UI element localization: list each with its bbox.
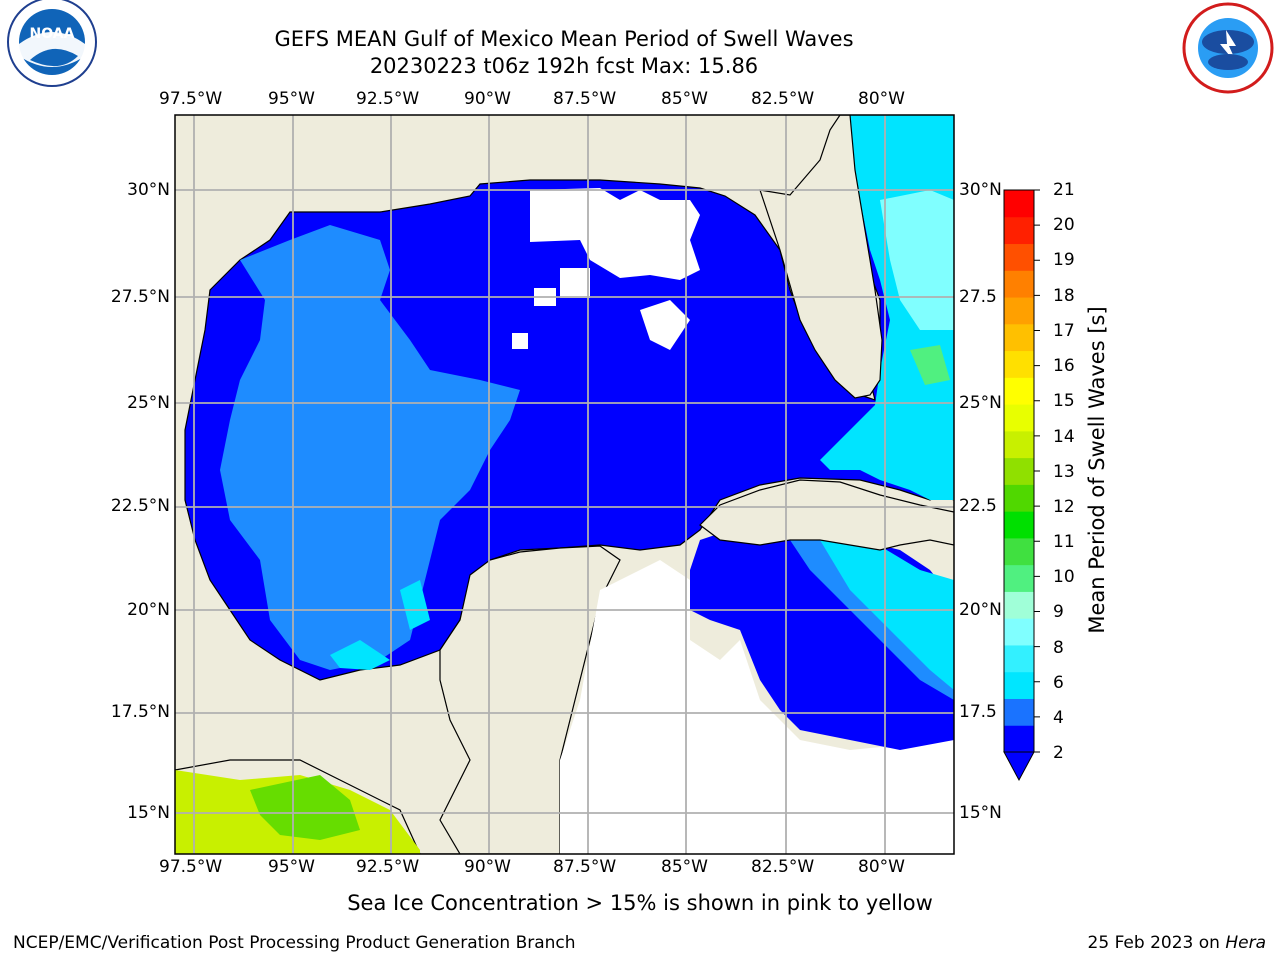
lat-tick-left: 22.5°N: [110, 496, 170, 516]
colorbar-swatch: [1004, 537, 1034, 566]
sea-ice-note: Sea Ice Concentration > 15% is shown in …: [347, 891, 933, 915]
western-swell-zone: [220, 225, 520, 670]
footer-host: Hera: [1225, 933, 1266, 953]
lat-tick-right: 25°N: [959, 393, 1002, 413]
map-area: [175, 115, 954, 854]
colorbar-swatch: [1004, 698, 1034, 726]
lat-tick-left: 20°N: [127, 600, 170, 620]
colorbar-swatch: [1004, 350, 1034, 378]
lon-tick-bottom: 85°W: [661, 857, 708, 877]
colorbar-swatch: [1004, 644, 1034, 673]
lat-tick-left: 25°N: [127, 393, 170, 413]
lon-tick-bottom: 90°W: [464, 857, 511, 877]
colorbar: [1003, 189, 1040, 782]
colorbar-tick: 8: [1053, 638, 1064, 658]
lat-tick-right: 30°N: [959, 180, 1002, 200]
colorbar-tick: 11: [1053, 532, 1075, 552]
colorbar-swatch: [1004, 457, 1034, 485]
pacific-green-zone: [250, 775, 360, 840]
colorbar-swatch: [1004, 404, 1034, 432]
lon-tick-bottom: 82.5°W: [751, 857, 815, 877]
footer-date-text: 25 Feb 2023 on: [1087, 933, 1220, 953]
colorbar-tick: 21: [1053, 180, 1075, 200]
colorbar-tick: 4: [1053, 708, 1064, 728]
colorbar-tick: 14: [1053, 427, 1075, 447]
svg-text:NOAA: NOAA: [30, 26, 75, 42]
colorbar-swatch: [1004, 725, 1034, 753]
no-data-cell: [560, 268, 590, 298]
colorbar-swatch: [1004, 377, 1034, 405]
nws-logo: [1182, 2, 1274, 94]
colorbar-tick: 10: [1053, 567, 1075, 587]
colorbar-tick: 16: [1053, 356, 1075, 376]
lat-tick-right: 20°N: [959, 600, 1002, 620]
green-patch: [910, 345, 950, 385]
lat-tick-left: 30°N: [127, 180, 170, 200]
colorbar-tick: 20: [1053, 215, 1075, 235]
colorbar-extend-arrow: [1003, 751, 1035, 782]
lon-tick-bottom: 92.5°W: [356, 857, 420, 877]
colorbar-tick: 19: [1053, 250, 1075, 270]
colorbar-swatch: [1004, 323, 1034, 352]
caribbean-cyan-zone: [820, 540, 954, 690]
lon-tick-top: 82.5°W: [751, 89, 815, 109]
colorbar-swatch: [1004, 564, 1034, 592]
cyan-patch: [400, 580, 430, 630]
colorbar-swatch: [1004, 484, 1034, 512]
colorbar-tick: 12: [1053, 497, 1075, 517]
atlantic-light-zone: [880, 190, 954, 330]
colorbar-swatch: [1004, 270, 1034, 298]
lat-tick-left: 17.5°N: [110, 702, 170, 722]
graticule: [175, 115, 954, 854]
chart-subtitle: 20230223 t06z 192h fcst Max: 15.86: [369, 54, 759, 78]
colorbar-swatch: [1004, 190, 1034, 218]
noaa-logo: NOAA: [7, 0, 97, 87]
lon-tick-top: 97.5°W: [159, 89, 223, 109]
colorbar-tick: 18: [1053, 286, 1075, 306]
lat-tick-right: 27.5: [959, 287, 997, 307]
colorbar-swatch: [1004, 297, 1034, 325]
lat-tick-right: 17.5: [959, 702, 997, 722]
lat-tick-right: 22.5: [959, 496, 997, 516]
lat-tick-right: 15°N: [959, 803, 1002, 823]
lon-tick-bottom: 97.5°W: [159, 857, 223, 877]
lon-tick-top: 95°W: [268, 89, 315, 109]
colorbar-label: Mean Period of Swell Waves [s]: [1085, 306, 1109, 634]
cuba-land: [699, 479, 954, 551]
colorbar-swatch: [1004, 243, 1034, 271]
lat-tick-left: 27.5°N: [110, 287, 170, 307]
footer-credit: NCEP/EMC/Verification Post Processing Pr…: [13, 933, 576, 953]
lon-tick-top: 92.5°W: [356, 89, 420, 109]
colorbar-swatch: [1004, 216, 1034, 245]
no-data-cell: [640, 300, 690, 350]
no-data-region: [560, 560, 954, 854]
no-data-cell: [512, 333, 528, 349]
colorbar-swatch: [1004, 511, 1034, 539]
footer-date: 25 Feb 2023 on Hera: [1088, 933, 1266, 953]
colorbar-tick: 13: [1053, 462, 1075, 482]
lon-tick-bottom: 95°W: [268, 857, 315, 877]
lon-tick-bottom: 87.5°W: [553, 857, 617, 877]
lon-tick-top: 90°W: [464, 89, 511, 109]
colorbar-swatch: [1004, 618, 1034, 646]
colorbar-tick: 2: [1053, 743, 1064, 763]
colorbar-swatch: [1004, 671, 1034, 699]
colorbar-tick: 9: [1053, 602, 1064, 622]
colorbar-tick: 6: [1053, 673, 1064, 693]
lon-tick-top: 80°W: [858, 89, 905, 109]
lon-tick-top: 87.5°W: [553, 89, 617, 109]
cyan-patch: [330, 640, 390, 670]
no-data-region: [530, 188, 700, 280]
lon-tick-top: 85°W: [661, 89, 708, 109]
colorbar-tick: 15: [1053, 391, 1075, 411]
lat-tick-left: 15°N: [127, 803, 170, 823]
colorbar-swatch: [1004, 591, 1034, 619]
florida-land: [759, 115, 883, 399]
colorbar-swatch: [1004, 430, 1034, 459]
lon-tick-bottom: 80°W: [858, 857, 905, 877]
colorbar-tick: 17: [1053, 321, 1075, 341]
chart-title: GEFS MEAN Gulf of Mexico Mean Period of …: [274, 27, 854, 51]
map-frame: [174, 114, 955, 855]
